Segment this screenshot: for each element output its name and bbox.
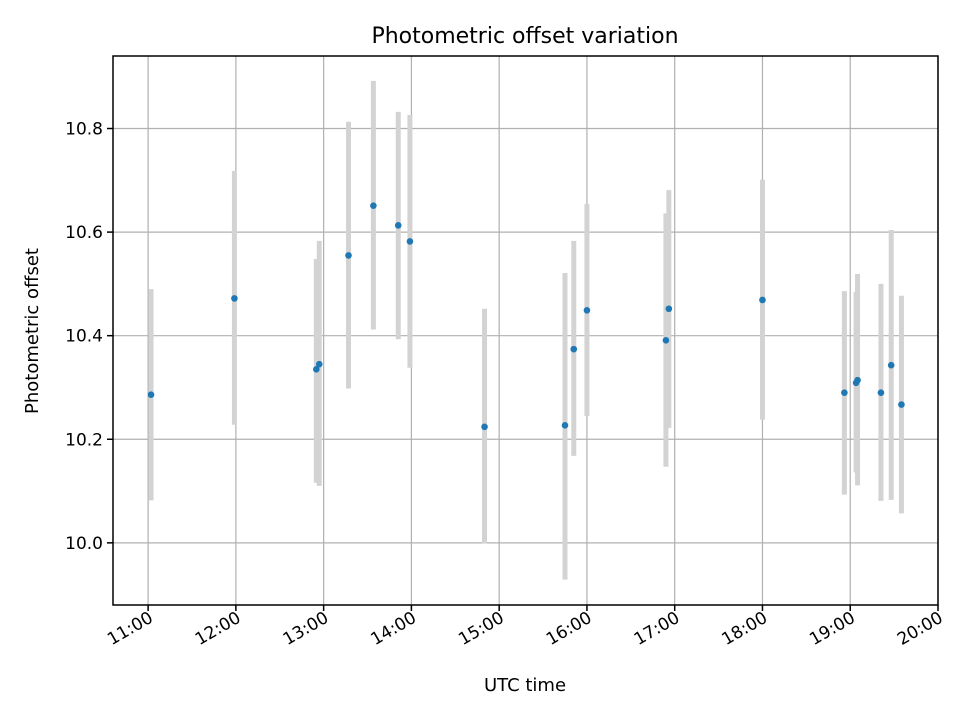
x-tick-label: 14:00 (367, 608, 419, 650)
x-tick-label: 13:00 (280, 608, 332, 650)
data-point (759, 296, 766, 304)
data-point (570, 345, 578, 353)
data-point (394, 222, 402, 229)
data-point (898, 401, 905, 408)
data-point (313, 366, 320, 373)
x-tick-label: 16:00 (543, 608, 595, 650)
y-tick-label: 10.0 (65, 534, 103, 554)
x-tick-label: 11:00 (104, 608, 156, 650)
ticks: 11:00 12:00 13:00 14:00 15:00 16:00 17:00 18:00… (65, 120, 946, 650)
data-point (854, 376, 861, 384)
x-tick-label: 20:00 (894, 608, 946, 650)
plot-frame (112, 55, 939, 606)
data-point (370, 202, 377, 209)
x-tick-label: 15:00 (455, 608, 507, 650)
chart-title: Photometric offset variation (371, 24, 678, 49)
data-point (406, 238, 414, 245)
x-axis-label: UTC time (484, 675, 566, 696)
data-point (841, 389, 848, 396)
data-point (665, 305, 673, 313)
error-bars (148, 80, 904, 580)
data-point (345, 252, 352, 259)
x-tick-label: 18:00 (719, 608, 771, 650)
data-point (147, 391, 155, 399)
data-point (877, 389, 885, 396)
y-axis-label: Photometric offset (22, 248, 43, 414)
data-point (887, 361, 895, 369)
data-point (662, 337, 670, 344)
data-point (583, 307, 591, 314)
data-point (315, 360, 323, 368)
y-tick-label: 10.8 (65, 120, 103, 140)
x-tick-label: 17:00 (631, 608, 683, 650)
data-points (147, 202, 905, 431)
y-tick-label: 10.6 (65, 223, 103, 243)
x-tick-label: 12:00 (192, 608, 244, 650)
y-tick-label: 10.4 (65, 327, 103, 347)
data-point (561, 421, 569, 429)
data-point (481, 423, 488, 431)
data-point (231, 295, 238, 302)
x-tick-label: 19:00 (806, 608, 858, 650)
y-tick-label: 10.2 (65, 430, 103, 450)
